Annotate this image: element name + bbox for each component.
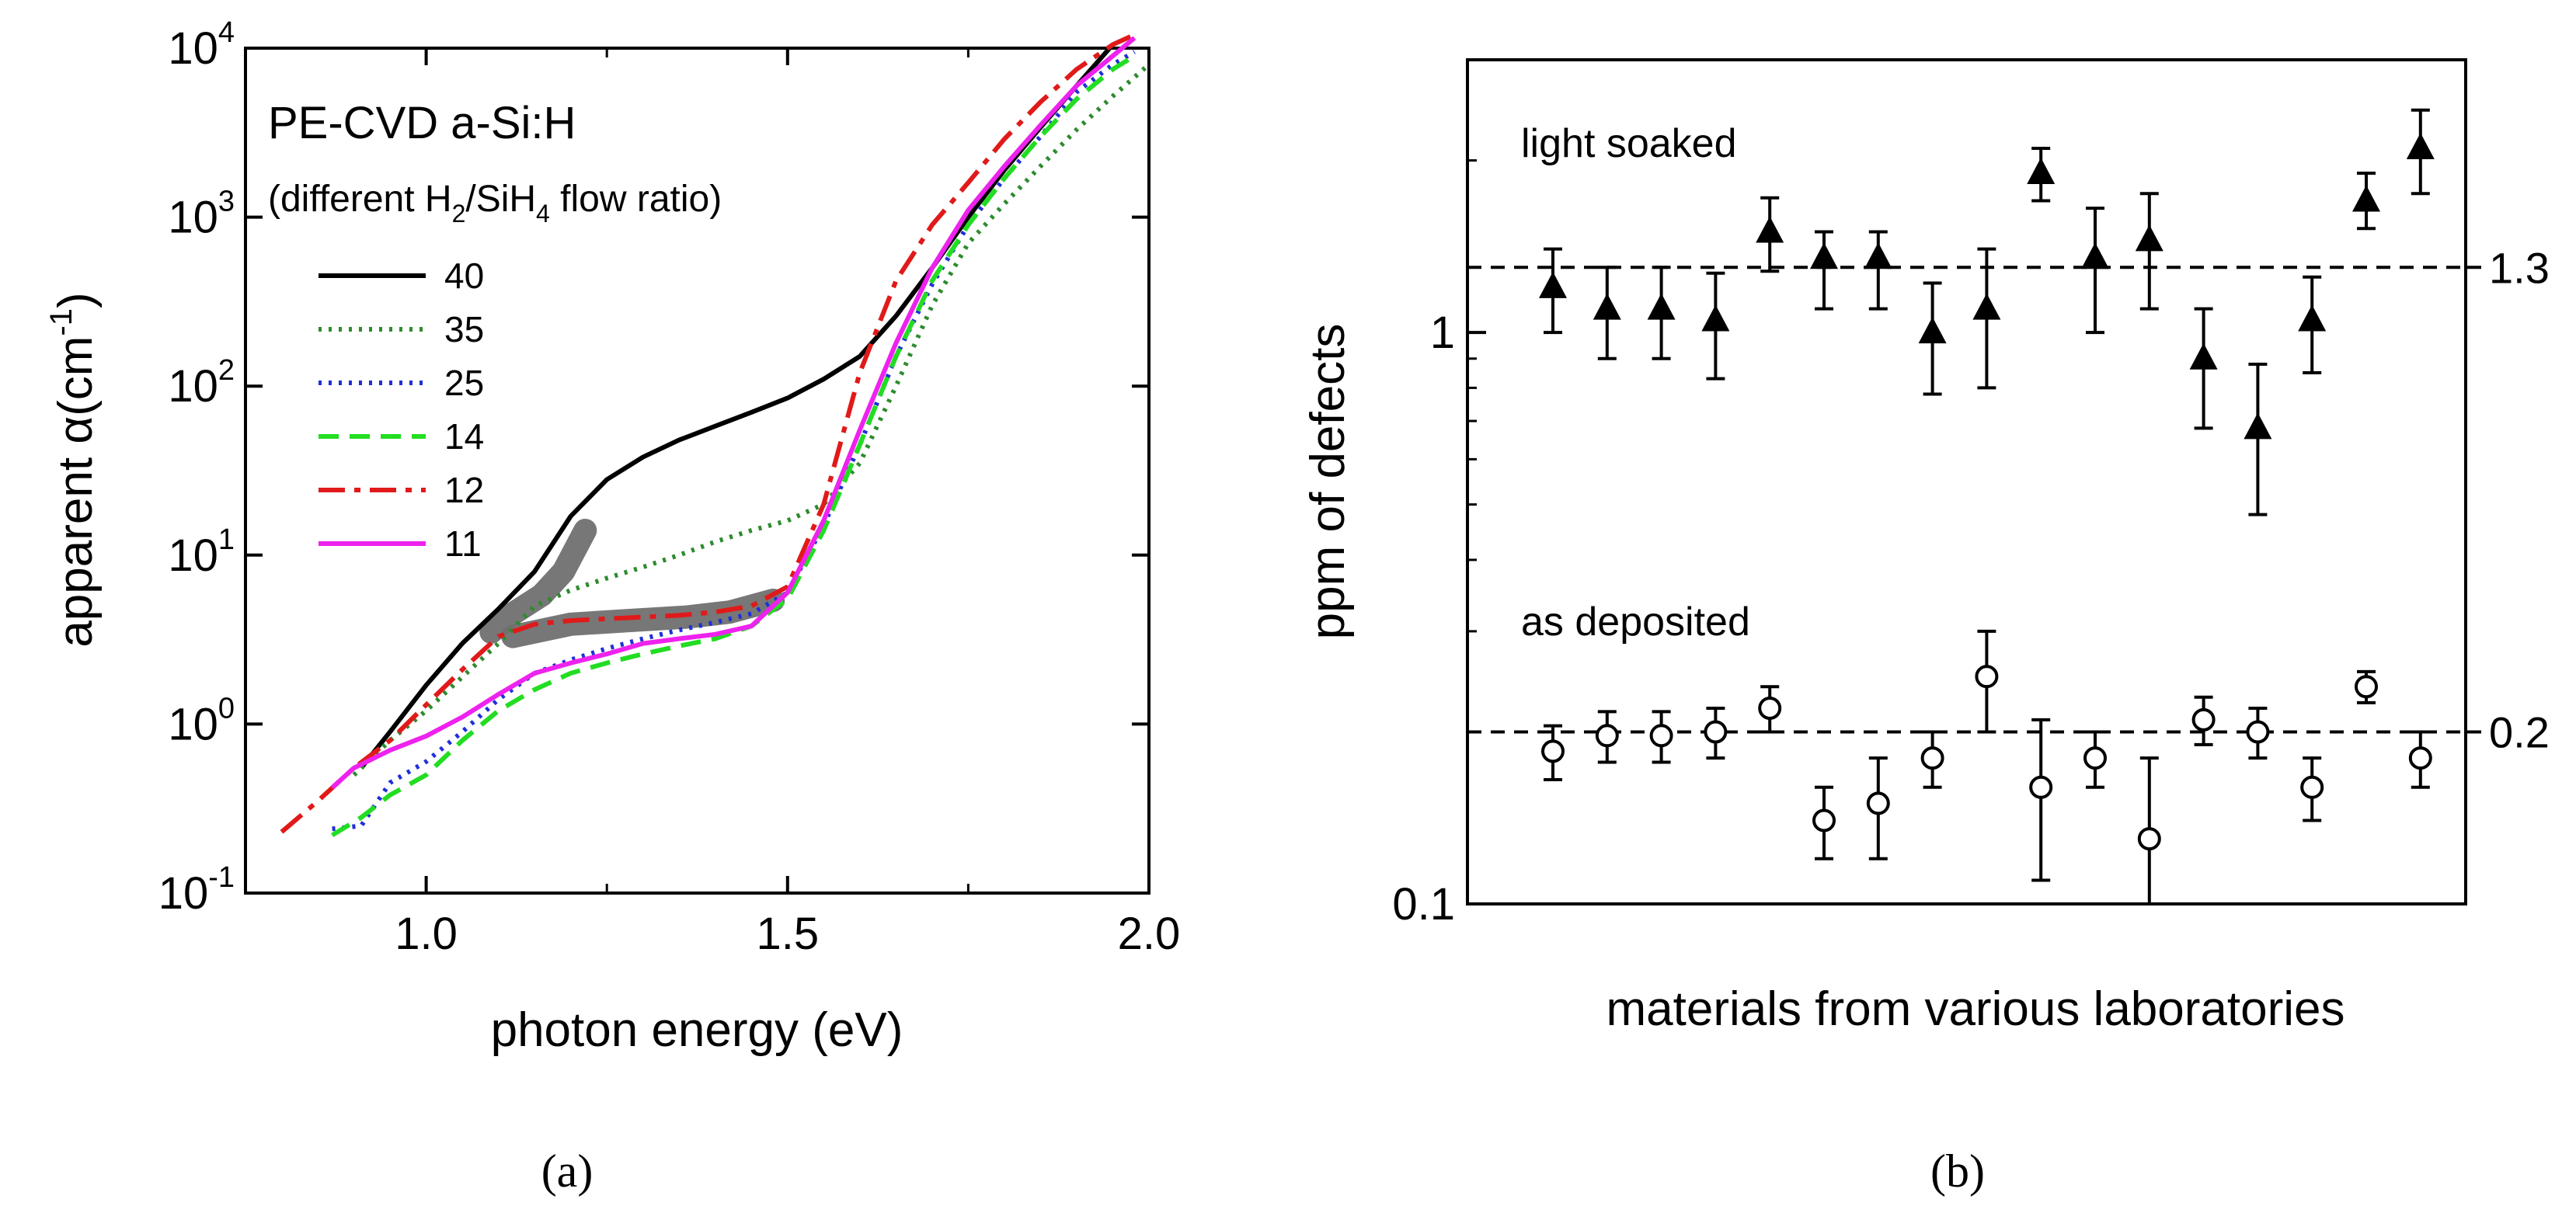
legend-label-25: 25 bbox=[444, 363, 484, 403]
marker-light-soaked bbox=[2027, 157, 2056, 184]
panel-a-caption: (a) bbox=[541, 1145, 594, 1197]
panel-a: 10-1 100 101 102 103 104 1.0 1.5 2.0 PE-CVD a-Si… bbox=[44, 16, 1180, 1197]
series-line-12 bbox=[280, 33, 1136, 834]
panel-b-reference-lines: 1.3 0.2 bbox=[1467, 243, 2550, 756]
marker-light-soaked bbox=[1972, 293, 2001, 320]
panel-b-series-layer bbox=[1539, 108, 2435, 905]
marker-light-soaked bbox=[2135, 224, 2163, 252]
marker-light-soaked bbox=[2406, 132, 2435, 159]
marker-as-deposited bbox=[1920, 746, 1944, 770]
legend-label-12: 12 bbox=[444, 470, 484, 510]
legend-label-11: 11 bbox=[444, 523, 482, 564]
series-line-40 bbox=[359, 43, 1115, 770]
marker-as-deposited bbox=[1704, 720, 1728, 744]
reference-label-0.2: 0.2 bbox=[2489, 707, 2550, 756]
panel-a-legend: 40 35 25 14 12 11 bbox=[319, 255, 484, 564]
marker-light-soaked bbox=[2298, 304, 2327, 332]
legend-label-35: 35 bbox=[444, 309, 484, 349]
marker-as-deposited bbox=[1812, 808, 1836, 832]
panel-a-subtitle: (different H2/SiH4 flow ratio) bbox=[268, 179, 722, 228]
marker-light-soaked bbox=[2352, 185, 2380, 212]
y-tick-label: 1 bbox=[1430, 308, 1455, 358]
x-tick-label: 1.5 bbox=[756, 909, 819, 959]
legend-label-14: 14 bbox=[444, 416, 484, 457]
marker-as-deposited bbox=[1649, 724, 1673, 748]
legend-label-40: 40 bbox=[444, 255, 484, 296]
panel-a-x-axis-label: photon energy (eV) bbox=[491, 1003, 903, 1057]
panel-b-caption: (b) bbox=[1930, 1145, 1985, 1197]
y-tick-label: 104 bbox=[168, 16, 235, 74]
panel-a-plot-frame bbox=[244, 47, 1150, 895]
marker-light-soaked bbox=[1810, 242, 1838, 269]
series-line-11 bbox=[330, 36, 1137, 790]
marker-as-deposited bbox=[2355, 675, 2378, 699]
marker-light-soaked bbox=[2244, 412, 2272, 440]
panel-b-x-axis-label: materials from various laboratories bbox=[1606, 982, 2345, 1036]
y-tick-label: 103 bbox=[168, 186, 235, 243]
annotation-as-deposited: as deposited bbox=[1521, 600, 1750, 645]
y-tick-label: 0.1 bbox=[1392, 879, 1455, 930]
y-tick-label: 10-1 bbox=[158, 861, 235, 919]
marker-as-deposited bbox=[2191, 707, 2216, 732]
marker-as-deposited bbox=[2408, 746, 2432, 770]
marker-light-soaked bbox=[1647, 293, 1676, 320]
marker-as-deposited bbox=[2246, 720, 2270, 744]
marker-as-deposited bbox=[1758, 697, 1782, 721]
y-tick-label: 100 bbox=[168, 692, 235, 749]
panel-b-plot-frame bbox=[1466, 58, 2467, 905]
marker-light-soaked bbox=[2189, 342, 2218, 370]
panel-b-tick-layer: 0.11 bbox=[1392, 58, 1486, 930]
x-tick-label: 2.0 bbox=[1118, 909, 1181, 959]
y-tick-label: 102 bbox=[168, 354, 235, 412]
series-line-25 bbox=[332, 50, 1136, 832]
reference-label-1.3: 1.3 bbox=[2489, 243, 2550, 292]
panel-a-series-layer bbox=[280, 33, 1150, 838]
x-tick-label: 1.0 bbox=[395, 909, 458, 959]
marker-as-deposited bbox=[1866, 791, 1890, 815]
y-tick-label: 101 bbox=[168, 523, 235, 581]
marker-as-deposited bbox=[1595, 724, 1619, 748]
marker-light-soaked bbox=[1756, 216, 1784, 243]
marker-as-deposited bbox=[2029, 775, 2053, 799]
marker-as-deposited bbox=[2137, 827, 2161, 851]
marker-light-soaked bbox=[1918, 317, 1947, 344]
marker-light-soaked bbox=[1701, 304, 1730, 332]
highlight-40-region bbox=[479, 519, 597, 644]
series-line-14 bbox=[331, 54, 1136, 838]
marker-light-soaked bbox=[1864, 242, 1892, 269]
marker-light-soaked bbox=[1539, 271, 1567, 298]
marker-as-deposited bbox=[1975, 665, 1999, 689]
panel-b: 1.30.2 0.11 light soaked as deposited ma… bbox=[1301, 58, 2550, 1197]
series-line-35 bbox=[352, 62, 1150, 777]
panel-a-title: PE-CVD a-Si:H bbox=[268, 98, 576, 148]
marker-light-soaked bbox=[2081, 242, 2109, 269]
marker-as-deposited bbox=[2083, 746, 2107, 770]
panel-a-y-axis-label: apparent α(cm-1) bbox=[44, 292, 103, 647]
panel-a-tick-layer: 10-1 100 101 102 103 104 1.0 1.5 2.0 bbox=[158, 16, 1181, 959]
annotation-light-soaked: light soaked bbox=[1521, 121, 1737, 166]
panel-b-y-axis-label: ppm of defects bbox=[1301, 324, 1355, 640]
marker-light-soaked bbox=[1593, 293, 1621, 320]
marker-as-deposited bbox=[1541, 739, 1565, 763]
marker-as-deposited bbox=[2300, 775, 2324, 799]
